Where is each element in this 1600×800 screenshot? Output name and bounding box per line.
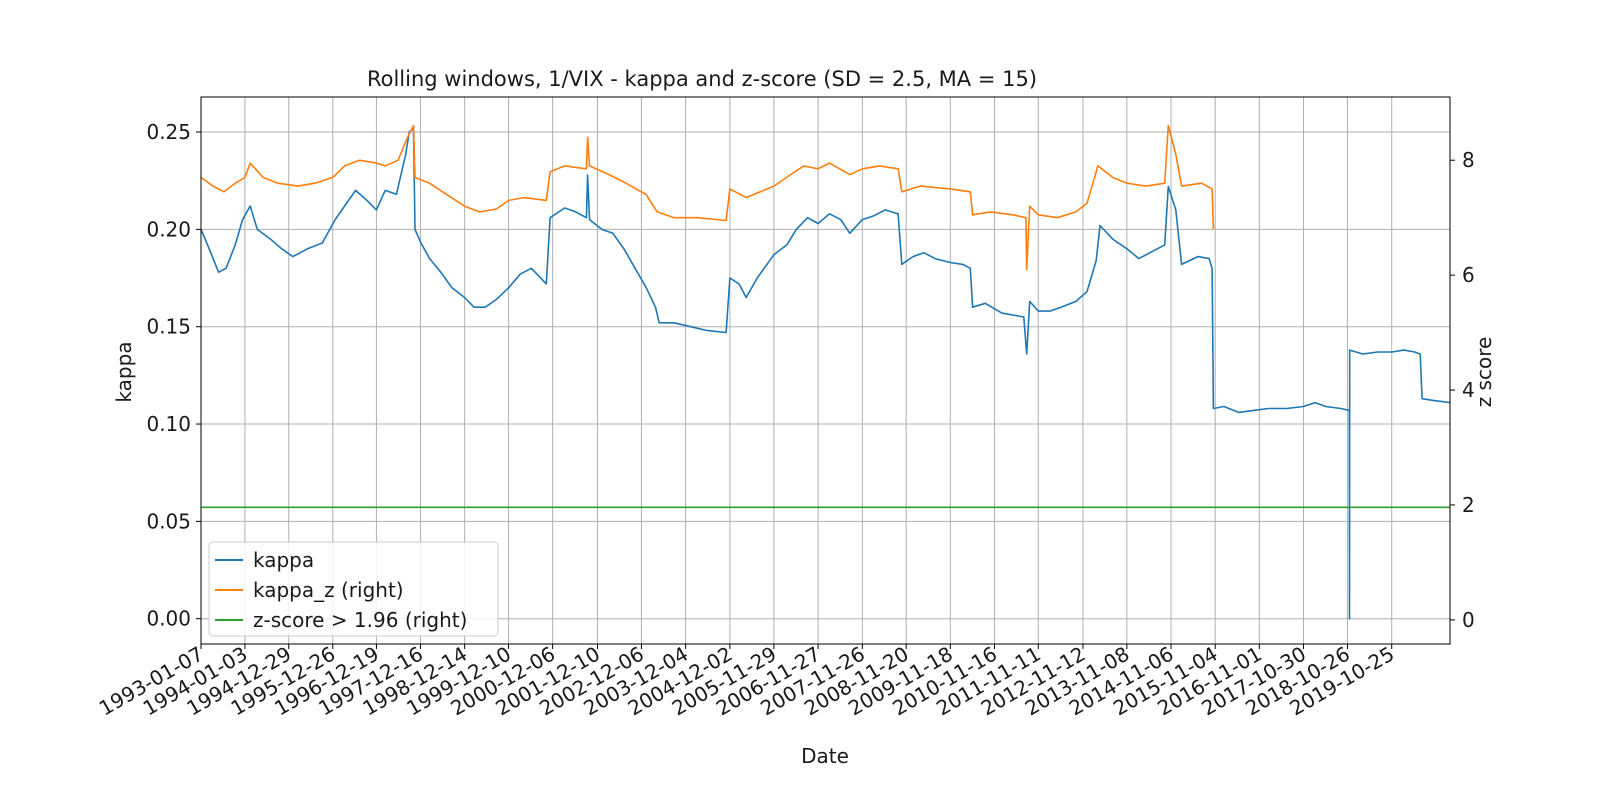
y-tick-label: 0.15: [146, 315, 191, 339]
y-tick-label: 0.00: [146, 607, 191, 631]
y-right-tick-label: 2: [1462, 493, 1475, 517]
y-tick-label: 0.20: [146, 217, 191, 241]
legend: kappa kappa_z (right) z-score > 1.96 (ri…: [208, 541, 499, 637]
chart-title: Rolling windows, 1/VIX - kappa and z-sco…: [367, 67, 1037, 91]
y-axis-left: 0.00 0.05 0.10 0.15 0.20 0.25: [146, 120, 201, 631]
series-line-kappa: [201, 127, 1450, 620]
y-right-tick-label: 4: [1462, 378, 1475, 402]
legend-label-z-threshold: z-score > 1.96 (right): [253, 608, 467, 632]
x-axis: 1993-01-071994-01-031994-12-291995-12-26…: [95, 642, 1398, 721]
y-right-tick-label: 6: [1462, 263, 1475, 287]
y-axis-label: kappa: [112, 341, 136, 402]
x-axis-label: Date: [801, 744, 849, 768]
plot-area: [201, 124, 1450, 620]
series-line-kappa-z: [201, 124, 1215, 271]
y-right-tick-label: 0: [1462, 608, 1475, 632]
legend-label-kappa-z: kappa_z (right): [253, 578, 404, 602]
y-tick-label: 0.05: [146, 509, 191, 533]
y-right-tick-label: 8: [1462, 148, 1475, 172]
y-tick-label: 0.25: [146, 120, 191, 144]
y-axis-right-label: z score: [1472, 337, 1496, 408]
y-axis-right: 0 2 4 6 8: [1450, 148, 1475, 632]
legend-label-kappa: kappa: [253, 548, 314, 572]
plot-frame: [200, 96, 1451, 645]
grid: [200, 97, 1450, 644]
y-tick-label: 0.10: [146, 412, 191, 436]
legend-box: [208, 541, 499, 637]
